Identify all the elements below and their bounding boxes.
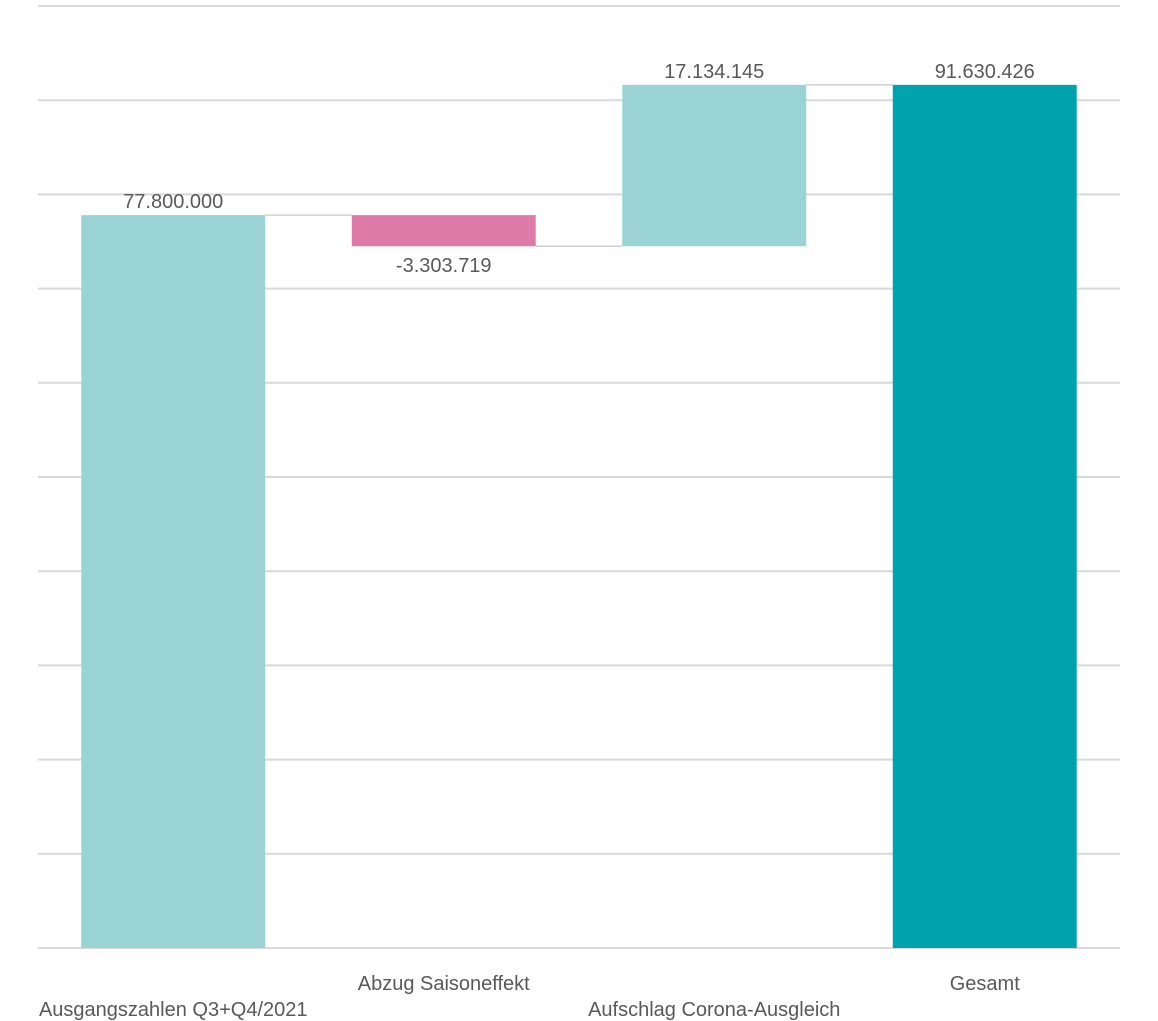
data-label: -3.303.719	[396, 255, 492, 277]
bar	[351, 215, 536, 247]
category-label: Ausgangszahlen Q3+Q4/2021	[39, 999, 308, 1021]
data-label: 77.800.000	[123, 191, 223, 213]
bar	[622, 84, 807, 247]
category-labels: Ausgangszahlen Q3+Q4/2021 Abzug Saisoneff…	[39, 973, 1020, 1021]
data-label: 17.134.145	[664, 61, 764, 83]
connectors	[265, 84, 893, 247]
bars	[81, 84, 1077, 949]
bar	[892, 84, 1077, 949]
category-label: Gesamt	[950, 973, 1020, 995]
bar	[81, 215, 266, 948]
category-label: Aufschlag Corona-Ausgleich	[588, 999, 840, 1021]
category-label: Abzug Saisoneffekt	[358, 973, 530, 995]
data-label: 91.630.426	[935, 61, 1035, 83]
data-labels: 77.800.000 -3.303.719 17.134.145 91.630.426	[123, 61, 1035, 277]
